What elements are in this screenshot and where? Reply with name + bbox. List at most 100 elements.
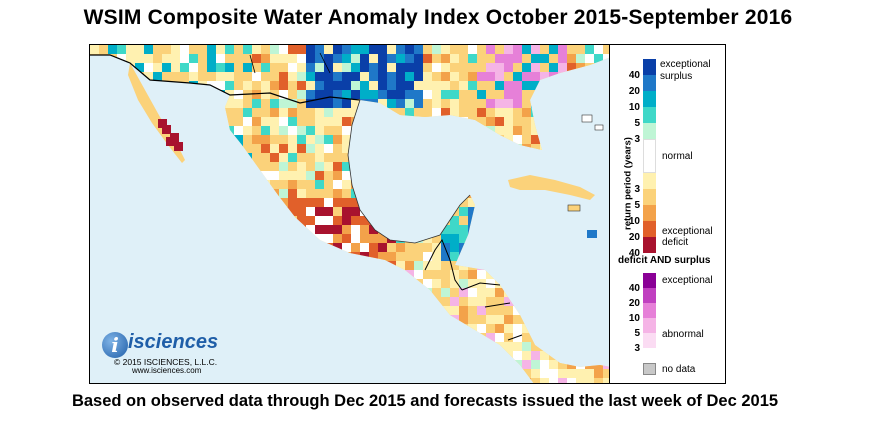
anomaly-pixel — [513, 153, 522, 162]
anomaly-pixel — [522, 342, 531, 351]
anomaly-pixel — [585, 72, 594, 81]
anomaly-pixel — [162, 270, 171, 279]
anomaly-pixel — [468, 117, 477, 126]
anomaly-pixel — [225, 135, 234, 144]
anomaly-pixel — [360, 360, 369, 369]
anomaly-pixel — [198, 288, 207, 297]
anomaly-pixel — [360, 288, 369, 297]
anomaly-pixel — [414, 243, 423, 252]
anomaly-pixel — [369, 252, 378, 261]
anomaly-pixel — [306, 297, 315, 306]
anomaly-pixel — [468, 234, 477, 243]
anomaly-pixel — [603, 90, 609, 99]
anomaly-pixel — [252, 72, 261, 81]
anomaly-pixel — [351, 225, 360, 234]
anomaly-pixel — [297, 162, 306, 171]
anomaly-pixel — [405, 126, 414, 135]
anomaly-pixel — [216, 72, 225, 81]
anomaly-pixel — [261, 54, 270, 63]
anomaly-pixel — [540, 54, 549, 63]
anomaly-pixel — [531, 72, 540, 81]
anomaly-pixel — [450, 63, 459, 72]
anomaly-pixel — [261, 135, 270, 144]
normal-label: normal — [662, 151, 693, 162]
anomaly-pixel — [558, 306, 567, 315]
anomaly-pixel — [360, 225, 369, 234]
anomaly-pixel — [558, 144, 567, 153]
surplus-swatch — [643, 91, 656, 107]
anomaly-pixel — [99, 153, 108, 162]
deficit-number: 20 — [628, 232, 640, 243]
anomaly-pixel — [450, 72, 459, 81]
anomaly-pixel — [252, 135, 261, 144]
anomaly-pixel — [297, 144, 306, 153]
anomaly-pixel — [477, 270, 486, 279]
anomaly-pixel — [342, 333, 351, 342]
anomaly-pixel — [189, 261, 198, 270]
anomaly-pixel — [207, 108, 216, 117]
anomaly-pixel — [486, 333, 495, 342]
anomaly-pixel — [270, 81, 279, 90]
anomaly-pixel — [495, 243, 504, 252]
anomaly-pixel — [585, 378, 594, 383]
anomaly-pixel — [243, 126, 252, 135]
anomaly-pixel — [315, 171, 324, 180]
anomaly-pixel — [459, 324, 468, 333]
anomaly-pixel — [549, 144, 558, 153]
anomaly-pixel — [252, 216, 261, 225]
anomaly-pixel — [387, 288, 396, 297]
anomaly-pixel — [540, 45, 549, 54]
anomaly-pixel — [99, 90, 108, 99]
anomaly-pixel — [513, 369, 522, 378]
anomaly-pixel — [441, 324, 450, 333]
anomaly-pixel — [594, 45, 603, 54]
anomaly-pixel — [486, 261, 495, 270]
anomaly-pixel — [360, 369, 369, 378]
baja-deficit-pixel — [166, 137, 175, 146]
anomaly-pixel — [522, 360, 531, 369]
anomaly-pixel — [414, 315, 423, 324]
anomaly-pixel — [405, 189, 414, 198]
anomaly-pixel — [369, 207, 378, 216]
anomaly-pixel — [531, 216, 540, 225]
anomaly-pixel — [441, 180, 450, 189]
anomaly-pixel — [297, 279, 306, 288]
anomaly-pixel — [324, 99, 333, 108]
anomaly-pixel — [342, 45, 351, 54]
anomaly-pixel — [486, 162, 495, 171]
anomaly-pixel — [315, 144, 324, 153]
anomaly-pixel — [477, 378, 486, 383]
anomaly-pixel — [333, 171, 342, 180]
surplus-swatch — [643, 59, 656, 75]
anomaly-pixel — [486, 270, 495, 279]
anomaly-pixel — [333, 180, 342, 189]
anomaly-pixel — [342, 351, 351, 360]
anomaly-pixel — [297, 117, 306, 126]
anomaly-pixel — [549, 117, 558, 126]
anomaly-pixel — [153, 297, 162, 306]
anomaly-pixel — [90, 225, 99, 234]
anomaly-pixel — [270, 135, 279, 144]
anomaly-pixel — [558, 198, 567, 207]
anomaly-pixel — [558, 333, 567, 342]
anomaly-pixel — [576, 216, 585, 225]
anomaly-pixel — [504, 342, 513, 351]
anomaly-pixel — [378, 144, 387, 153]
anomaly-pixel — [531, 243, 540, 252]
anomaly-pixel — [567, 54, 576, 63]
anomaly-pixel — [108, 108, 117, 117]
anomaly-pixel — [207, 117, 216, 126]
anomaly-pixel — [504, 63, 513, 72]
anomaly-pixel — [351, 369, 360, 378]
anomaly-pixel — [234, 63, 243, 72]
anomaly-pixel — [333, 288, 342, 297]
anomaly-pixel — [315, 297, 324, 306]
anomaly-pixel — [432, 324, 441, 333]
anomaly-pixel — [594, 153, 603, 162]
anomaly-pixel — [189, 153, 198, 162]
anomaly-pixel — [234, 216, 243, 225]
anomaly-pixel — [198, 297, 207, 306]
anomaly-pixel — [243, 153, 252, 162]
anomaly-pixel — [396, 252, 405, 261]
baja-deficit-pixel — [162, 125, 171, 134]
